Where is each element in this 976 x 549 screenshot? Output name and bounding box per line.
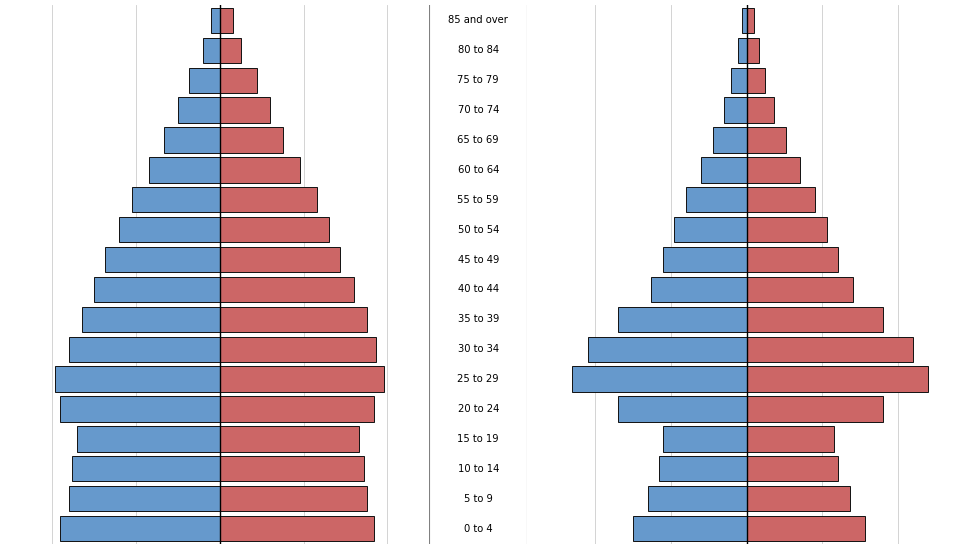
Bar: [133, 187, 220, 212]
Bar: [82, 307, 220, 332]
Bar: [747, 456, 837, 481]
Bar: [94, 277, 220, 302]
Bar: [220, 396, 374, 422]
Bar: [220, 187, 317, 212]
Bar: [724, 97, 747, 123]
Text: 60 to 64: 60 to 64: [458, 165, 499, 175]
Bar: [77, 426, 220, 452]
Bar: [68, 486, 220, 511]
Bar: [61, 516, 220, 541]
Bar: [747, 187, 815, 212]
Bar: [633, 516, 747, 541]
Bar: [119, 217, 220, 242]
Bar: [178, 97, 220, 123]
Text: 5 to 9: 5 to 9: [464, 494, 493, 503]
Bar: [189, 68, 220, 93]
Bar: [747, 337, 914, 362]
Bar: [713, 127, 747, 153]
Text: 75 to 79: 75 to 79: [458, 75, 499, 85]
Bar: [747, 157, 799, 183]
Bar: [747, 8, 754, 33]
Bar: [747, 426, 834, 452]
Bar: [747, 366, 928, 392]
Bar: [220, 247, 341, 272]
Bar: [747, 247, 837, 272]
Bar: [68, 337, 220, 362]
Bar: [747, 217, 827, 242]
Bar: [664, 247, 747, 272]
Bar: [203, 38, 220, 63]
Bar: [659, 456, 747, 481]
Bar: [72, 456, 220, 481]
Bar: [220, 217, 329, 242]
Bar: [651, 277, 747, 302]
Bar: [220, 516, 374, 541]
Text: 20 to 24: 20 to 24: [458, 404, 499, 414]
Text: 55 to 59: 55 to 59: [458, 195, 499, 205]
Bar: [747, 396, 883, 422]
Bar: [220, 157, 301, 183]
Bar: [747, 307, 883, 332]
Bar: [742, 8, 747, 33]
Bar: [618, 307, 747, 332]
Bar: [220, 127, 283, 153]
Text: 85 and over: 85 and over: [448, 15, 508, 25]
Bar: [220, 38, 241, 63]
Bar: [747, 277, 853, 302]
Bar: [747, 516, 865, 541]
Bar: [220, 307, 367, 332]
Bar: [588, 337, 747, 362]
Text: 15 to 19: 15 to 19: [458, 434, 499, 444]
Bar: [211, 8, 220, 33]
Text: 80 to 84: 80 to 84: [458, 46, 499, 55]
Text: 25 to 29: 25 to 29: [458, 374, 499, 384]
Bar: [573, 366, 747, 392]
Bar: [220, 456, 364, 481]
Bar: [648, 486, 747, 511]
Bar: [220, 97, 270, 123]
Text: 10 to 14: 10 to 14: [458, 464, 499, 474]
Bar: [747, 97, 774, 123]
Text: 65 to 69: 65 to 69: [458, 135, 499, 145]
Bar: [220, 277, 354, 302]
Text: 40 to 44: 40 to 44: [458, 284, 499, 294]
Bar: [220, 426, 359, 452]
Text: 70 to 74: 70 to 74: [458, 105, 499, 115]
Text: 50 to 54: 50 to 54: [458, 225, 499, 234]
Bar: [220, 68, 257, 93]
Bar: [220, 8, 233, 33]
Text: 30 to 34: 30 to 34: [458, 344, 499, 354]
Bar: [220, 337, 376, 362]
Bar: [220, 366, 385, 392]
Bar: [674, 217, 747, 242]
Bar: [686, 187, 747, 212]
Bar: [61, 396, 220, 422]
Bar: [731, 68, 747, 93]
Bar: [105, 247, 220, 272]
Text: 35 to 39: 35 to 39: [458, 315, 499, 324]
Bar: [747, 127, 786, 153]
Bar: [738, 38, 747, 63]
Bar: [747, 38, 758, 63]
Bar: [747, 68, 765, 93]
Bar: [55, 366, 220, 392]
Bar: [220, 486, 367, 511]
Bar: [747, 486, 850, 511]
Bar: [664, 426, 747, 452]
Bar: [149, 157, 220, 183]
Text: 45 to 49: 45 to 49: [458, 255, 499, 265]
Text: 0 to 4: 0 to 4: [464, 524, 493, 534]
Bar: [164, 127, 220, 153]
Bar: [701, 157, 747, 183]
Bar: [618, 396, 747, 422]
